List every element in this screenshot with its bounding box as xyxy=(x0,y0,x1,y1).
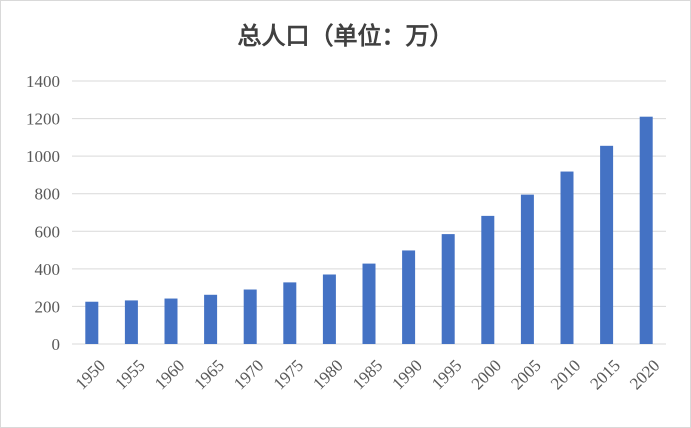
x-tick-label: 1955 xyxy=(111,356,148,393)
bar xyxy=(520,194,534,344)
x-tick-label: 2005 xyxy=(507,356,544,393)
x-axis-ticks: 1950 1955 1960 1965 1970 1975 1980 1985 1990 1995… xyxy=(72,356,664,393)
y-axis-ticks: 0 200 400 600 800 1000 1200 1400 xyxy=(26,72,60,354)
x-tick-label: 1995 xyxy=(428,356,465,393)
bar xyxy=(243,289,257,344)
bar xyxy=(204,294,218,344)
x-tick-label: 1975 xyxy=(270,356,307,393)
y-tick-label: 0 xyxy=(52,335,61,354)
y-tick-label: 600 xyxy=(35,222,61,241)
y-tick-label: 200 xyxy=(35,297,61,316)
y-tick-label: 400 xyxy=(35,260,61,279)
bar xyxy=(85,301,99,344)
y-tick-label: 1000 xyxy=(26,147,60,166)
bar xyxy=(124,300,138,344)
chart-title: 总人口（单位：万） xyxy=(237,21,454,50)
x-tick-label: 2010 xyxy=(547,356,584,393)
x-tick-label: 2015 xyxy=(586,356,623,393)
x-tick-label: 1950 xyxy=(72,356,109,393)
bar xyxy=(322,274,336,344)
bar xyxy=(481,215,495,344)
x-tick-label: 1980 xyxy=(309,356,346,393)
x-tick-label: 1985 xyxy=(349,356,386,393)
bars xyxy=(85,116,653,344)
bar xyxy=(283,282,297,344)
bar xyxy=(560,171,574,344)
bar xyxy=(441,234,455,344)
y-tick-label: 1200 xyxy=(26,110,60,129)
bar xyxy=(362,263,376,344)
bar xyxy=(639,116,653,344)
x-tick-label: 1970 xyxy=(230,356,267,393)
bar xyxy=(164,298,178,344)
y-tick-label: 800 xyxy=(35,185,61,204)
x-tick-label: 2020 xyxy=(626,356,663,393)
y-tick-label: 1400 xyxy=(26,72,60,91)
bar xyxy=(402,250,416,344)
x-tick-label: 1990 xyxy=(388,356,425,393)
bar xyxy=(600,145,614,344)
x-tick-label: 2000 xyxy=(468,356,505,393)
x-tick-label: 1960 xyxy=(151,356,188,393)
x-tick-label: 1965 xyxy=(190,356,227,393)
